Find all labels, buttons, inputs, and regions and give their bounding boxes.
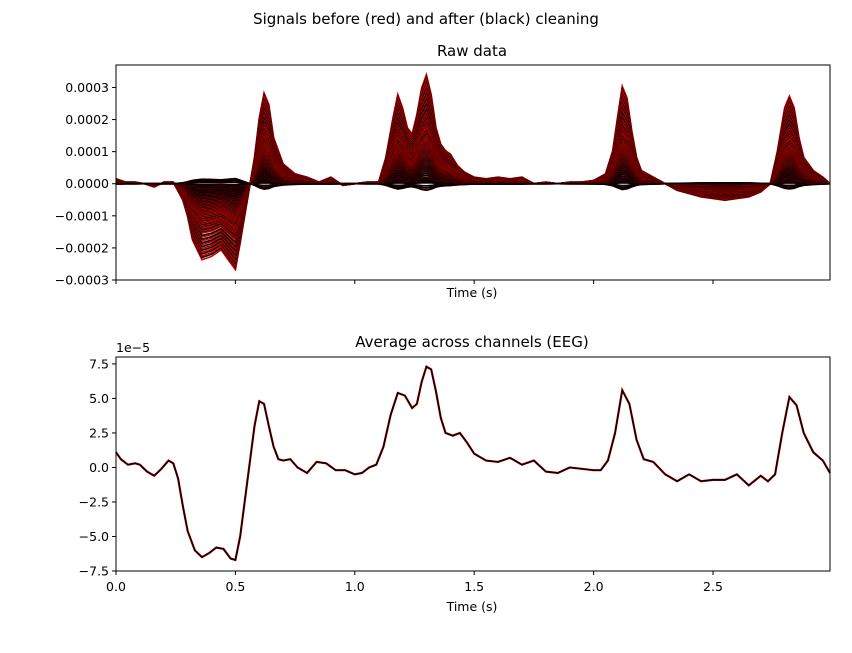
raw-data-yticks: −0.0003 −0.0002 −0.0001 0.0000 0.0001 0.0002 0… — [55, 80, 116, 288]
average-xtick-label: 1.5 — [464, 579, 484, 594]
raw-data-xlabel: Time (s) — [446, 285, 498, 300]
average-offset-text: 1e−5 — [116, 340, 150, 355]
raw-ytick-label: 0.0003 — [65, 80, 109, 95]
average-xtick-label: 2.5 — [703, 579, 723, 594]
raw-ytick-label: 0.0001 — [65, 144, 109, 159]
average-yticks: −7.5 −5.0 −2.5 0.0 2.5 5.0 7.5 — [79, 356, 116, 579]
average-xlabel: Time (s) — [446, 599, 498, 614]
average-frame — [115, 356, 831, 572]
raw-after-line — [116, 177, 830, 191]
average-title: Average across channels (EEG) — [355, 333, 588, 351]
raw-data-xticks — [115, 280, 714, 284]
average-xtick-label: 1.0 — [345, 579, 365, 594]
average-after-line — [115, 365, 831, 561]
raw-data-axes: Raw data −0.0003 −0.0002 −0.0001 0.0000 0.00… — [55, 42, 831, 300]
raw-ytick-label: −0.0003 — [55, 273, 109, 288]
average-ytick-label: −7.5 — [79, 564, 109, 579]
average-xtick-label: 2.0 — [584, 579, 604, 594]
raw-ytick-label: 0.0000 — [65, 176, 109, 191]
average-xtick-label: 0.5 — [225, 579, 245, 594]
raw-ytick-label: −0.0001 — [55, 208, 109, 223]
raw-ytick-label: −0.0002 — [55, 240, 109, 255]
raw-data-lines — [116, 71, 830, 272]
average-lines — [115, 365, 831, 562]
average-ytick-label: 5.0 — [89, 391, 109, 406]
average-xticks: 0.0 0.5 1.0 1.5 2.0 2.5 — [106, 571, 723, 594]
raw-data-frame — [115, 64, 831, 281]
average-ytick-label: −2.5 — [79, 494, 109, 509]
average-ytick-label: 2.5 — [89, 425, 109, 440]
average-ytick-label: −5.0 — [79, 529, 109, 544]
average-ytick-label: 0.0 — [89, 460, 109, 475]
average-before-line — [115, 365, 831, 562]
figure-suptitle: Signals before (red) and after (black) c… — [253, 10, 599, 28]
raw-ytick-label: 0.0002 — [65, 112, 109, 127]
raw-data-title: Raw data — [437, 42, 507, 60]
average-xtick-label: 0.0 — [106, 579, 126, 594]
average-ytick-label: 7.5 — [89, 356, 109, 371]
average-axes: Average across channels (EEG) 1e−5 −7.5−… — [79, 333, 831, 614]
